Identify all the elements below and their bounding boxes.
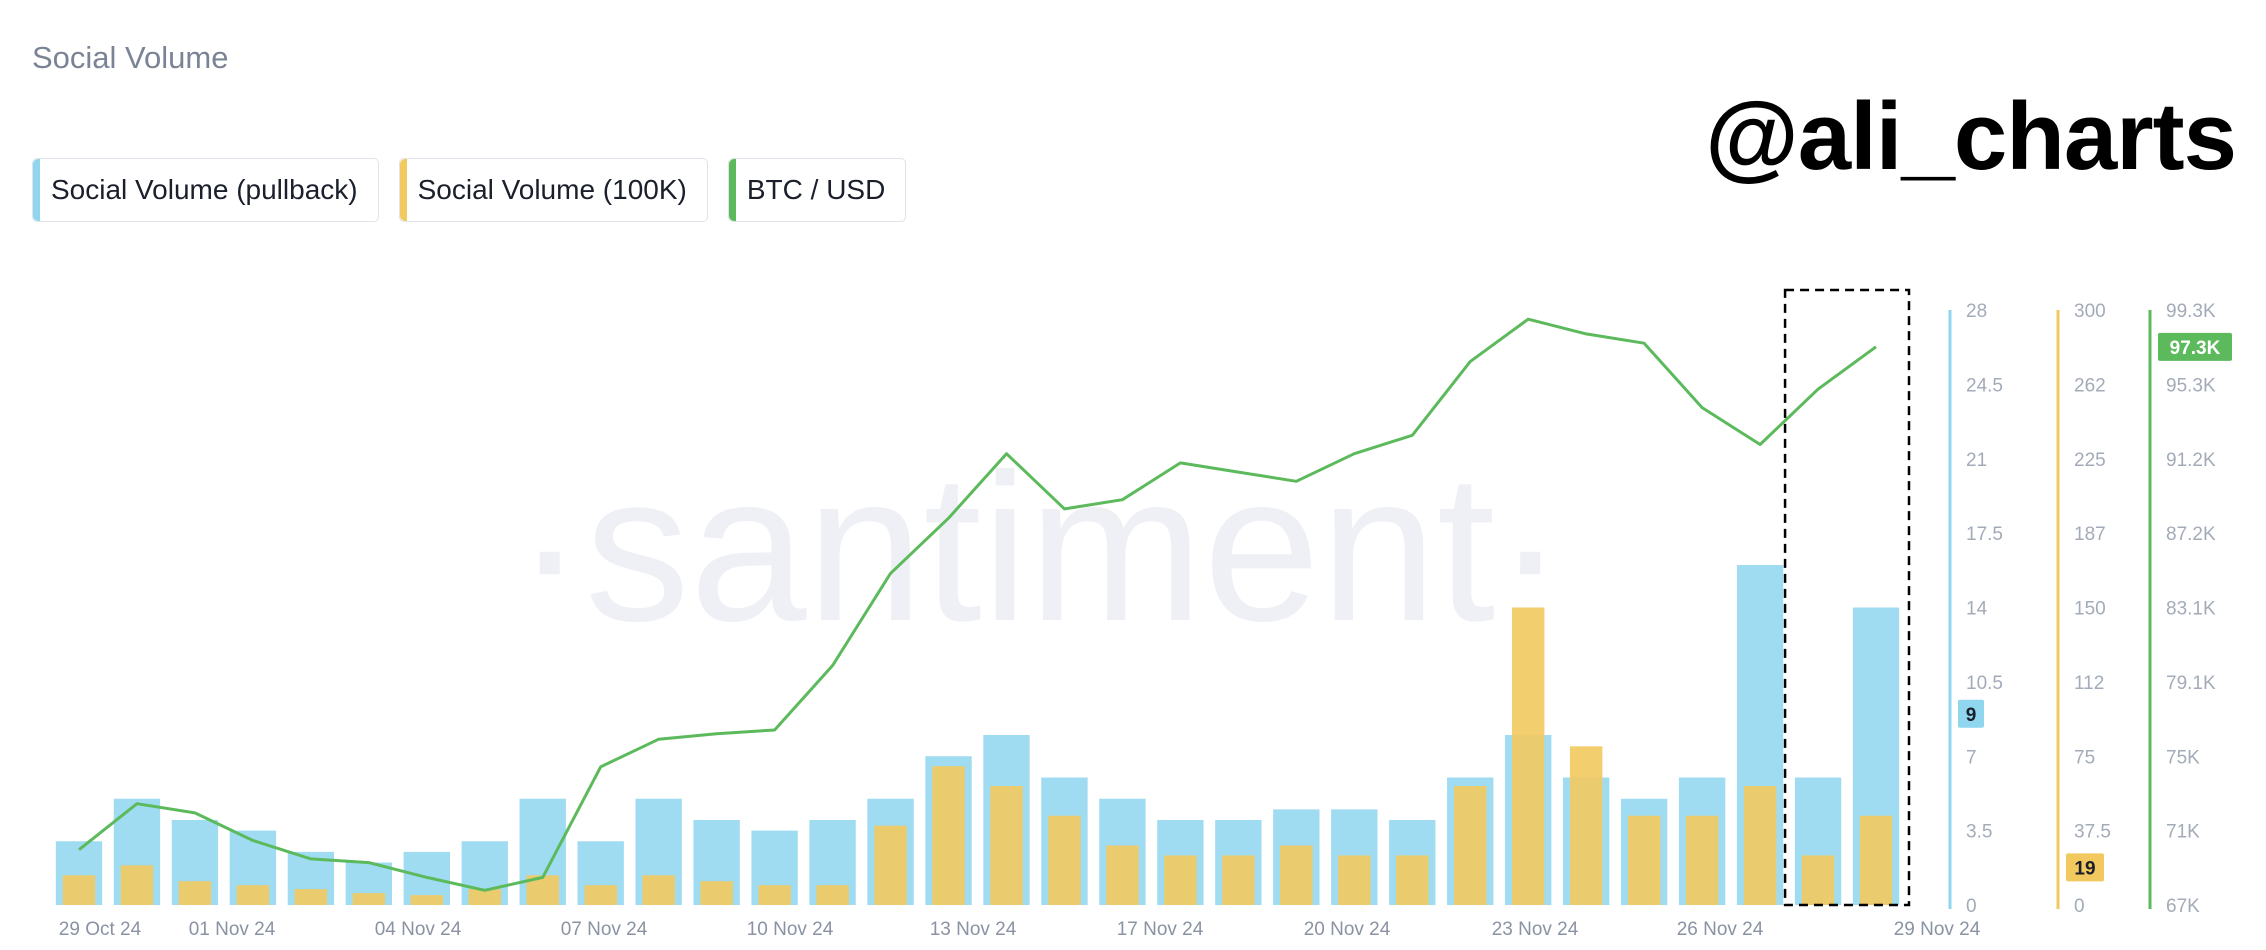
bar-social-volume-100k xyxy=(758,885,791,905)
legend: Social Volume (pullback) Social Volume (… xyxy=(32,158,907,222)
y-tick-label: 262 xyxy=(2074,375,2106,396)
santiment-watermark: ·santiment· xyxy=(515,430,1565,665)
current-value-label: 9 xyxy=(1966,705,1977,726)
legend-item-social-volume-100k[interactable]: Social Volume (100K) xyxy=(398,158,708,222)
x-tick-label: 26 Nov 24 xyxy=(1677,919,1764,940)
y-tick-label: 24.5 xyxy=(1966,375,2003,396)
current-value-badge xyxy=(2158,332,2232,361)
y-tick-label: 3.5 xyxy=(1966,822,1992,843)
y-tick-label: 87.2K xyxy=(2166,524,2216,545)
bar-social-volume-100k xyxy=(178,881,212,905)
x-tick-label: 29 Nov 24 xyxy=(1894,919,1981,940)
legend-label: BTC / USD xyxy=(746,174,886,205)
y-tick-label: 71K xyxy=(2166,822,2200,843)
legend-item-social-volume-pullback[interactable]: Social Volume (pullback) xyxy=(32,158,379,222)
y-tick-label: 10.5 xyxy=(1966,673,2003,694)
y-tick-label: 21 xyxy=(1966,450,1987,471)
y-tick-label: 75K xyxy=(2166,747,2200,768)
legend-label: Social Volume (100K) xyxy=(417,174,687,205)
bar-social-volume-100k xyxy=(352,893,386,905)
bar-social-volume-100k xyxy=(1511,607,1545,905)
current-value-badge xyxy=(1958,699,1984,728)
x-tick-label: 04 Nov 24 xyxy=(375,919,462,940)
x-axis: 29 Oct 24 01 Nov 24 04 Nov 24 07 Nov 24 10 N… xyxy=(59,919,1981,940)
y-tick-label: 79.1K xyxy=(2166,673,2216,694)
highlight-box xyxy=(1783,288,1911,907)
bar-social-volume-100k xyxy=(642,875,675,905)
bar-social-volume-100k xyxy=(1454,786,1487,905)
bar-social-volume-100k xyxy=(1396,855,1429,905)
bar-social-volume-100k xyxy=(874,825,907,905)
bar-social-volume-100k xyxy=(1048,815,1081,905)
legend-swatch xyxy=(399,159,407,221)
bar-social-volume-100k xyxy=(1106,845,1139,905)
bar-social-volume-100k xyxy=(584,885,617,905)
y-tick-label: 300 xyxy=(2074,301,2106,322)
x-tick-label: 29 Oct 24 xyxy=(59,919,142,940)
bar-social-volume-100k xyxy=(120,865,154,905)
x-tick-label: 20 Nov 24 xyxy=(1304,919,1391,940)
chart-title: Social Volume xyxy=(32,40,229,75)
legend-item-btc-usd[interactable]: BTC / USD xyxy=(727,158,907,222)
bar-social-volume-100k xyxy=(62,875,96,905)
bar-social-volume-100k xyxy=(990,786,1023,905)
x-tick-label: 13 Nov 24 xyxy=(930,919,1017,940)
bar-social-volume-100k xyxy=(1569,746,1603,905)
bar-social-volume-100k xyxy=(1801,855,1835,905)
legend-label: Social Volume (pullback) xyxy=(51,174,358,205)
author-handle: @ali_charts xyxy=(1705,83,2237,190)
y-tick-label: 7 xyxy=(1966,747,1977,768)
legend-swatch xyxy=(33,159,40,221)
y-axes: 28 24.5 21 17.5 14 10.5 7 3.5 0 9 300 262 225 187 150 1… xyxy=(1948,301,2232,917)
bar-social-volume-100k xyxy=(468,889,501,905)
bar-social-volume-100k xyxy=(410,895,444,905)
bar-social-volume-100k xyxy=(1280,845,1313,905)
bar-social-volume-100k xyxy=(294,889,328,905)
current-value-badge xyxy=(2066,853,2104,882)
y-tick-label: 91.2K xyxy=(2166,450,2216,471)
btc-price-markers xyxy=(78,319,1877,891)
bar-social-volume-100k xyxy=(700,881,733,905)
bar-social-volume-100k xyxy=(1859,815,1893,905)
bar-social-volume-100k xyxy=(1338,855,1371,905)
legend-swatch xyxy=(728,159,736,221)
bars-social-volume-100k xyxy=(62,607,1893,905)
bar-social-volume-100k xyxy=(932,766,965,905)
x-tick-label: 10 Nov 24 xyxy=(747,919,834,940)
y-tick-label: 67K xyxy=(2166,896,2200,917)
x-tick-label: 23 Nov 24 xyxy=(1492,919,1579,940)
bar-social-volume-100k xyxy=(1743,786,1777,905)
y-tick-label: 225 xyxy=(2074,450,2106,471)
y-tick-label: 37.5 xyxy=(2074,822,2111,843)
y-tick-label: 28 xyxy=(1966,301,1987,322)
current-value-label: 19 xyxy=(2074,858,2095,879)
bar-social-volume-100k xyxy=(1627,815,1661,905)
current-value-label: 97.3K xyxy=(2170,338,2221,359)
y-tick-label: 83.1K xyxy=(2166,599,2216,620)
x-tick-label: 07 Nov 24 xyxy=(561,919,648,940)
y-tick-label: 187 xyxy=(2074,524,2106,545)
bar-social-volume-100k xyxy=(236,885,270,905)
x-tick-label: 01 Nov 24 xyxy=(189,919,276,940)
btc-usd-line xyxy=(78,317,1877,892)
x-tick-label: 17 Nov 24 xyxy=(1117,919,1204,940)
bar-social-volume-100k xyxy=(1685,815,1719,905)
y-tick-label: 99.3K xyxy=(2166,301,2216,322)
y-tick-label: 150 xyxy=(2074,599,2106,620)
y-tick-label: 0 xyxy=(2074,896,2085,917)
bar-social-volume-100k xyxy=(816,885,849,905)
y-tick-label: 112 xyxy=(2074,673,2104,694)
y-tick-label: 0 xyxy=(1966,896,1977,917)
bar-social-volume-100k xyxy=(1164,855,1197,905)
y-tick-label: 75 xyxy=(2074,747,2095,768)
bar-social-volume-100k xyxy=(1222,855,1255,905)
y-tick-label: 14 xyxy=(1966,599,1988,620)
y-tick-label: 17.5 xyxy=(1966,524,2003,545)
y-tick-label: 95.3K xyxy=(2166,375,2216,396)
